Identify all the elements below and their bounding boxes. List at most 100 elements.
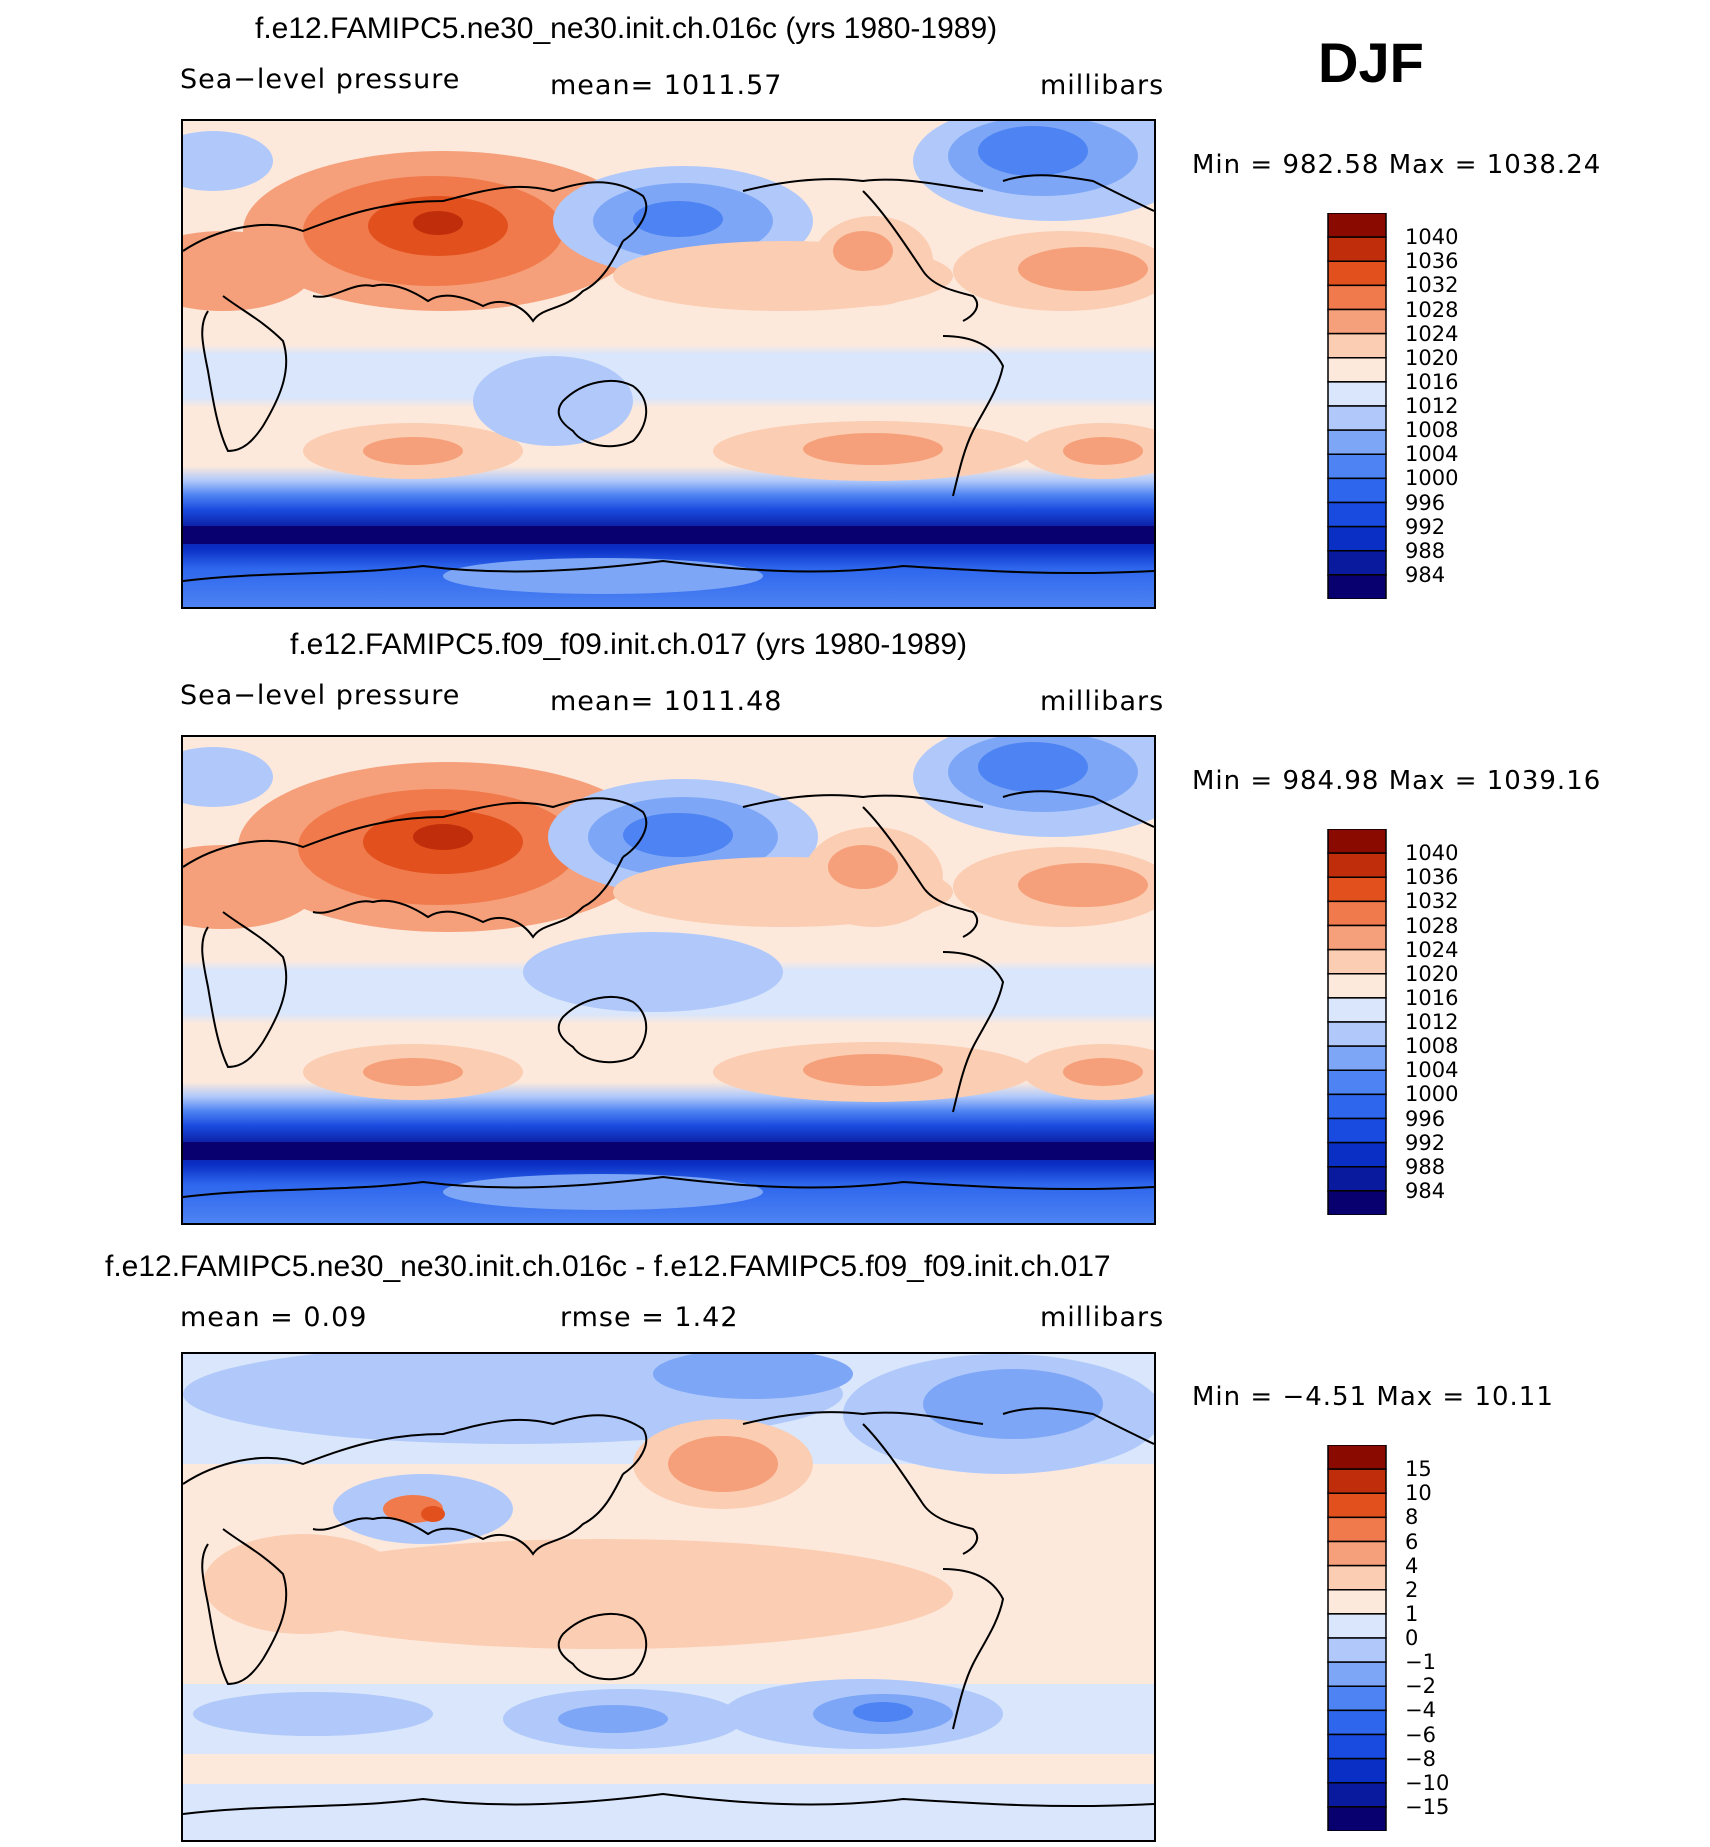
colorbar-tick-label: 1036 <box>1405 249 1459 274</box>
colorbar-box <box>1327 948 1387 975</box>
colorbar-box <box>1327 1589 1387 1615</box>
colorbar-box <box>1327 1806 1387 1831</box>
panel2-mean-label: mean= 1011.48 <box>550 686 783 717</box>
colorbar-tick-label: 1004 <box>1405 442 1459 467</box>
colorbar-box <box>1327 829 1387 854</box>
colorbar-box <box>1327 973 1387 999</box>
colorbar-box <box>1327 1782 1387 1808</box>
colorbar-box <box>1327 429 1387 455</box>
panel1-title: f.e12.FAMIPC5.ne30_ne30.init.ch.016c (yr… <box>255 12 998 45</box>
colorbar-box <box>1327 1492 1387 1519</box>
colorbar-box <box>1327 550 1387 576</box>
colorbar-box <box>1327 284 1387 311</box>
colorbar-tick-label: −1 <box>1405 1650 1436 1675</box>
colorbar-tick-label: −4 <box>1405 1698 1436 1723</box>
panel1-variable-label: Sea−level pressure <box>180 64 461 95</box>
colorbar-tick-label: −2 <box>1405 1674 1436 1699</box>
colorbar-tick-label: −15 <box>1405 1794 1450 1819</box>
colorbar-box <box>1327 1516 1387 1543</box>
colorbar-tick-label: −10 <box>1405 1770 1450 1795</box>
colorbar-box <box>1327 260 1387 287</box>
colorbar-box <box>1327 1685 1387 1712</box>
colorbar-box <box>1327 574 1387 599</box>
panel2-map-svg <box>183 737 1154 1223</box>
colorbar-tick-label: 1020 <box>1405 961 1459 986</box>
panel2-minmax: Min = 984.98 Max = 1039.16 <box>1192 766 1602 796</box>
colorbar-tick-label: 1036 <box>1405 865 1459 890</box>
colorbar-box <box>1327 332 1387 359</box>
panel1-minmax: Min = 982.58 Max = 1038.24 <box>1192 150 1602 180</box>
colorbar-tick-label: 1000 <box>1405 466 1459 491</box>
colorbar-box <box>1327 1637 1387 1663</box>
colorbar-tick-label: 988 <box>1405 1154 1446 1179</box>
colorbar-tick-label: 1028 <box>1405 297 1459 322</box>
panel1-colorbar-svg <box>1327 213 1387 599</box>
colorbar-box <box>1327 1021 1387 1047</box>
colorbar-box <box>1327 1540 1387 1567</box>
colorbar-box <box>1327 405 1387 431</box>
colorbar-box <box>1327 501 1387 528</box>
colorbar-tick-label: 1016 <box>1405 985 1459 1010</box>
panel3-minmax: Min = −4.51 Max = 10.11 <box>1192 1382 1554 1412</box>
panel3-colorbar <box>1327 1445 1387 1831</box>
colorbar-box <box>1327 357 1387 383</box>
colorbar-tick-label: 1040 <box>1405 841 1459 866</box>
colorbar-box <box>1327 477 1387 504</box>
coastlines <box>183 1407 1154 1815</box>
colorbar-tick-label: 1024 <box>1405 321 1459 346</box>
panel3-colorbar-svg <box>1327 1445 1387 1831</box>
colorbar-tick-label: 1008 <box>1405 418 1459 443</box>
colorbar-tick-label: 8 <box>1405 1505 1419 1530</box>
colorbar-box <box>1327 1564 1387 1591</box>
panel3-units-label: millibars <box>1040 1302 1165 1333</box>
colorbar-box <box>1327 1117 1387 1144</box>
colorbar-tick-label: 1004 <box>1405 1058 1459 1083</box>
colorbar-tick-label: 6 <box>1405 1529 1419 1554</box>
colorbar-box <box>1327 1045 1387 1071</box>
colorbar-box <box>1327 1166 1387 1192</box>
colorbar-box <box>1327 1661 1387 1687</box>
colorbar-box <box>1327 453 1387 480</box>
panel1-map-svg <box>183 121 1154 607</box>
colorbar-box <box>1327 525 1387 552</box>
colorbar-tick-label: 10 <box>1405 1481 1432 1506</box>
panel3-title: f.e12.FAMIPC5.ne30_ne30.init.ch.016c - f… <box>105 1250 1111 1283</box>
colorbar-tick-label: 984 <box>1405 562 1446 587</box>
colorbar-tick-label: 996 <box>1405 1106 1446 1131</box>
coastlines <box>183 790 1154 1198</box>
colorbar-tick-label: 1012 <box>1405 1010 1459 1034</box>
colorbar-tick-label: 0 <box>1405 1626 1419 1650</box>
panel1-units-label: millibars <box>1040 70 1165 101</box>
colorbar-tick-label: −8 <box>1405 1746 1436 1771</box>
panel3-map-svg <box>183 1354 1154 1840</box>
panel1-map <box>181 119 1156 609</box>
panel2-colorbar <box>1327 829 1387 1215</box>
colorbar-box <box>1327 1190 1387 1215</box>
colorbar-box <box>1327 1757 1387 1784</box>
colorbar-box <box>1327 1733 1387 1760</box>
panel3-map <box>181 1352 1156 1842</box>
colorbar-box <box>1327 1069 1387 1096</box>
colorbar-box <box>1327 1709 1387 1736</box>
colorbar-tick-label: 1024 <box>1405 937 1459 962</box>
colorbar-box <box>1327 236 1387 262</box>
panel2-variable-label: Sea−level pressure <box>180 680 461 711</box>
season-label: DJF <box>1318 31 1424 94</box>
colorbar-box <box>1327 381 1387 407</box>
colorbar-box <box>1327 1468 1387 1494</box>
colorbar-tick-label: 1000 <box>1405 1082 1459 1107</box>
colorbar-tick-label: 1032 <box>1405 889 1459 914</box>
colorbar-box <box>1327 852 1387 878</box>
panel3-rmse-label: rmse = 1.42 <box>560 1302 739 1333</box>
colorbar-tick-label: 992 <box>1405 514 1446 539</box>
colorbar-tick-label: 1012 <box>1405 394 1459 418</box>
colorbar-tick-label: 1040 <box>1405 225 1459 250</box>
colorbar-box <box>1327 308 1387 335</box>
colorbar-tick-label: 15 <box>1405 1457 1432 1482</box>
colorbar-tick-label: 1028 <box>1405 913 1459 938</box>
panel1-mean-label: mean= 1011.57 <box>550 70 783 101</box>
panel1-colorbar <box>1327 213 1387 599</box>
colorbar-tick-label: 988 <box>1405 538 1446 563</box>
colorbar-box <box>1327 924 1387 951</box>
colorbar-box <box>1327 1613 1387 1639</box>
